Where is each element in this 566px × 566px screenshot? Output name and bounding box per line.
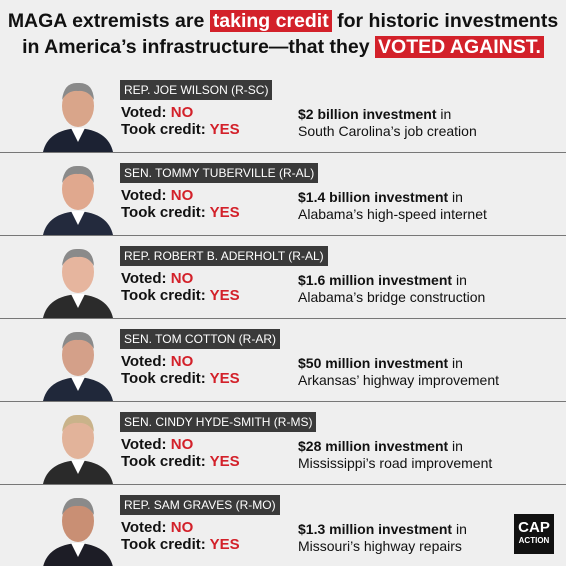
- separator: [0, 401, 566, 402]
- credit-line: Took credit: YES: [121, 287, 240, 304]
- title-text: in America’s infrastructure—that they: [22, 36, 376, 58]
- investment-in: in: [448, 355, 463, 371]
- investment-line: $1.3 million investment in: [298, 521, 467, 537]
- member-name: SEN. CINDY HYDE-SMITH (R-MS): [120, 412, 317, 432]
- credit-value: YES: [209, 453, 240, 470]
- title-text: MAGA extremists are: [7, 10, 210, 32]
- voted-line: Voted: NO: [121, 519, 193, 536]
- portrait-svg: [43, 497, 113, 566]
- investment-amount: $2 billion investment: [298, 106, 437, 122]
- logo: CAP ACTION: [514, 514, 554, 554]
- credit-label: Took credit:: [121, 370, 206, 387]
- investment-in: in: [448, 438, 463, 454]
- logo-text: ACTION: [518, 536, 550, 545]
- credit-label: Took credit:: [121, 287, 206, 304]
- voted-line: Voted: NO: [121, 187, 193, 204]
- voted-value: NO: [170, 187, 194, 204]
- member-name: SEN. TOM COTTON (R-AR): [120, 329, 281, 349]
- investment-line: $2 billion investment in: [298, 106, 451, 122]
- voted-value: NO: [170, 270, 194, 287]
- voted-line: Voted: NO: [121, 270, 193, 287]
- portrait: [38, 155, 118, 235]
- portrait-svg: [43, 165, 113, 235]
- member-name: REP. ROBERT B. ADERHOLT (R-AL): [120, 246, 328, 266]
- investment-line: $1.4 billion investment in: [298, 189, 463, 205]
- credit-line: Took credit: YES: [121, 536, 240, 553]
- title-text: for historic investments: [331, 10, 559, 32]
- investment-purpose: Alabama’s high-speed internet: [298, 206, 487, 222]
- separator: [0, 318, 566, 319]
- voted-line: Voted: NO: [121, 104, 193, 121]
- credit-line: Took credit: YES: [121, 370, 240, 387]
- investment-purpose: Missouri’s highway repairs: [298, 538, 462, 554]
- investment-line: $50 million investment in: [298, 355, 463, 371]
- investment-line: $1.6 million investment in: [298, 272, 467, 288]
- credit-line: Took credit: YES: [121, 204, 240, 221]
- voted-value: NO: [170, 353, 194, 370]
- portrait-svg: [43, 331, 113, 401]
- credit-value: YES: [209, 287, 240, 304]
- investment-amount: $50 million investment: [298, 355, 449, 371]
- voted-line: Voted: NO: [121, 353, 193, 370]
- investment-purpose: Alabama’s bridge construction: [298, 289, 486, 305]
- voted-value: NO: [170, 104, 194, 121]
- credit-label: Took credit:: [121, 453, 206, 470]
- member-name: SEN. TOMMY TUBERVILLE (R-AL): [120, 163, 319, 183]
- credit-value: YES: [209, 370, 240, 387]
- portrait: [38, 72, 118, 152]
- credit-line: Took credit: YES: [121, 453, 240, 470]
- logo-text: CAP: [518, 519, 550, 536]
- portrait: [38, 321, 118, 401]
- credit-value: YES: [209, 536, 240, 553]
- title-highlight: taking credit: [209, 10, 332, 32]
- portrait-svg: [43, 248, 113, 318]
- investment-in: in: [436, 106, 452, 122]
- voted-label: Voted:: [121, 104, 167, 121]
- separator: [0, 484, 566, 485]
- investment-amount: $28 million investment: [298, 438, 449, 454]
- title-highlight: VOTED AGAINST.: [375, 36, 544, 58]
- voted-label: Voted:: [121, 270, 167, 287]
- investment-purpose: Arkansas’ highway improvement: [298, 372, 500, 388]
- member-name: REP. JOE WILSON (R-SC): [120, 80, 273, 100]
- credit-label: Took credit:: [121, 204, 206, 221]
- portrait-svg: [43, 414, 113, 484]
- credit-value: YES: [209, 204, 240, 221]
- separator: [0, 235, 566, 236]
- investment-in: in: [452, 272, 467, 288]
- title-line: MAGA extremists are taking credit for hi…: [0, 10, 566, 33]
- voted-value: NO: [170, 436, 194, 453]
- voted-label: Voted:: [121, 519, 167, 536]
- voted-label: Voted:: [121, 436, 167, 453]
- investment-line: $28 million investment in: [298, 438, 463, 454]
- portrait-svg: [43, 82, 113, 152]
- title-line: in America’s infrastructure—that they VO…: [0, 36, 566, 59]
- investment-purpose: South Carolina’s job creation: [298, 123, 477, 139]
- voted-value: NO: [170, 519, 194, 536]
- investment-in: in: [448, 189, 463, 205]
- credit-line: Took credit: YES: [121, 121, 240, 138]
- investment-amount: $1.3 million investment: [298, 521, 453, 537]
- credit-label: Took credit:: [121, 536, 206, 553]
- separator: [0, 152, 566, 153]
- investment-purpose: Mississippi’s road improvement: [298, 455, 493, 471]
- portrait: [38, 487, 118, 566]
- voted-label: Voted:: [121, 353, 167, 370]
- investment-in: in: [452, 521, 467, 537]
- investment-amount: $1.6 million investment: [298, 272, 453, 288]
- voted-line: Voted: NO: [121, 436, 193, 453]
- member-name: REP. SAM GRAVES (R-MO): [120, 495, 280, 515]
- credit-label: Took credit:: [121, 121, 206, 138]
- investment-amount: $1.4 billion investment: [298, 189, 449, 205]
- credit-value: YES: [209, 121, 240, 138]
- portrait: [38, 404, 118, 484]
- portrait: [38, 238, 118, 318]
- voted-label: Voted:: [121, 187, 167, 204]
